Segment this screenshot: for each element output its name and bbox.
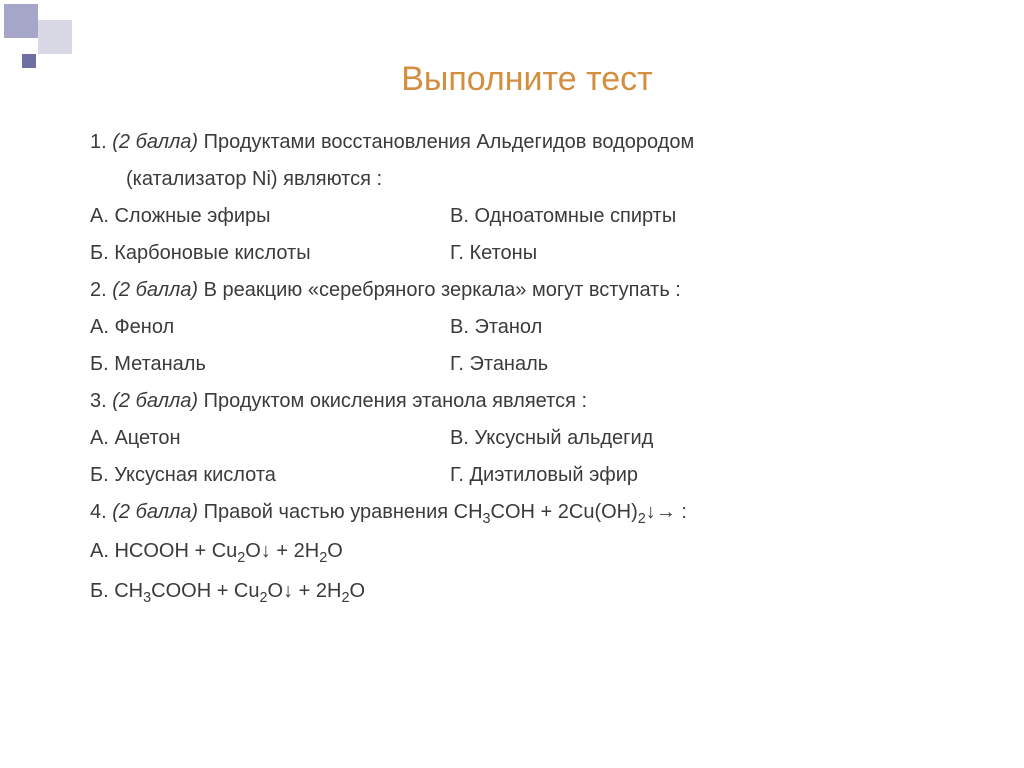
q1-options-row2: Б. Карбоновые кислоты Г. Кетоны <box>90 238 964 269</box>
q4-number: 4. <box>90 501 107 523</box>
q2-score: (2 балла) <box>112 279 198 301</box>
q1-options-row1: А. Сложные эфиры В. Одноатомные спирты <box>90 201 964 232</box>
q4-opt-b: Б. CH3COOH + Cu2O↓ + 2H2O <box>90 576 964 609</box>
q2-options-row1: А. Фенол В. Этанол <box>90 312 964 343</box>
q1-opt-v: В. Одноатомные спирты <box>450 201 676 232</box>
q2-number: 2. <box>90 279 107 301</box>
q1-number: 1. <box>90 131 107 153</box>
q2-opt-a: А. Фенол <box>90 312 450 343</box>
q3-stem: 3. (2 балла) Продуктом окисления этанола… <box>90 386 964 417</box>
q4-opt-a: А. HCOOH + Cu2O↓ + 2H2O <box>90 536 964 569</box>
q1-stem-line2: (катализатор Ni) являются : <box>90 164 964 195</box>
q3-opt-v: В. Уксусный альдегид <box>450 423 653 454</box>
sub-3: 3 <box>483 511 491 527</box>
q2-options-row2: Б. Метаналь Г. Этаналь <box>90 349 964 380</box>
q4-a-pre: А. HCOOH + Cu <box>90 540 237 562</box>
q3-stem-text: Продуктом окисления этанола является : <box>198 390 587 412</box>
q3-number: 3. <box>90 390 107 412</box>
q4-stem-post: : <box>676 501 687 523</box>
q3-opt-g: Г. Диэтиловый эфир <box>450 460 638 491</box>
sub-2: 2 <box>341 590 349 606</box>
decor-square <box>38 20 72 54</box>
sub-2: 2 <box>260 590 268 606</box>
q4-stem-pre: Правой частью уравнения CH <box>198 501 482 523</box>
q3-score: (2 балла) <box>112 390 198 412</box>
q2-opt-g: Г. Этаналь <box>450 349 548 380</box>
q3-opt-a: А. Ацетон <box>90 423 450 454</box>
q1-opt-g: Г. Кетоны <box>450 238 537 269</box>
decor-square <box>4 4 38 38</box>
q3-opt-b: Б. Уксусная кислота <box>90 460 450 491</box>
slide-content: Выполните тест 1. (2 балла) Продуктами в… <box>90 60 964 615</box>
sub-2: 2 <box>319 550 327 566</box>
slide-title: Выполните тест <box>90 60 964 99</box>
q3-options-row1: А. Ацетон В. Уксусный альдегид <box>90 423 964 454</box>
q1-opt-b: Б. Карбоновые кислоты <box>90 238 450 269</box>
q1-score: (2 балла) <box>112 131 198 153</box>
sub-2: 2 <box>638 511 646 527</box>
sub-2: 2 <box>237 550 245 566</box>
q1-opt-a: А. Сложные эфиры <box>90 201 450 232</box>
q2-stem: 2. (2 балла) В реакцию «серебряного зерк… <box>90 275 964 306</box>
q1-stem-text-1: Продуктами восстановления Альдегидов вод… <box>198 131 694 153</box>
q2-stem-text: В реакцию «серебряного зеркала» могут вс… <box>198 279 681 301</box>
q4-score: (2 балла) <box>112 501 198 523</box>
q3-options-row2: Б. Уксусная кислота Г. Диэтиловый эфир <box>90 460 964 491</box>
sub-3: 3 <box>143 590 151 606</box>
q4-stem: 4. (2 балла) Правой частью уравнения CH3… <box>90 497 964 530</box>
q1-stem-line1: 1. (2 балла) Продуктами восстановления А… <box>90 127 964 158</box>
q2-opt-v: В. Этанол <box>450 312 542 343</box>
q2-opt-b: Б. Метаналь <box>90 349 450 380</box>
q4-b-pre: Б. CH <box>90 580 143 602</box>
decor-square <box>22 54 36 68</box>
